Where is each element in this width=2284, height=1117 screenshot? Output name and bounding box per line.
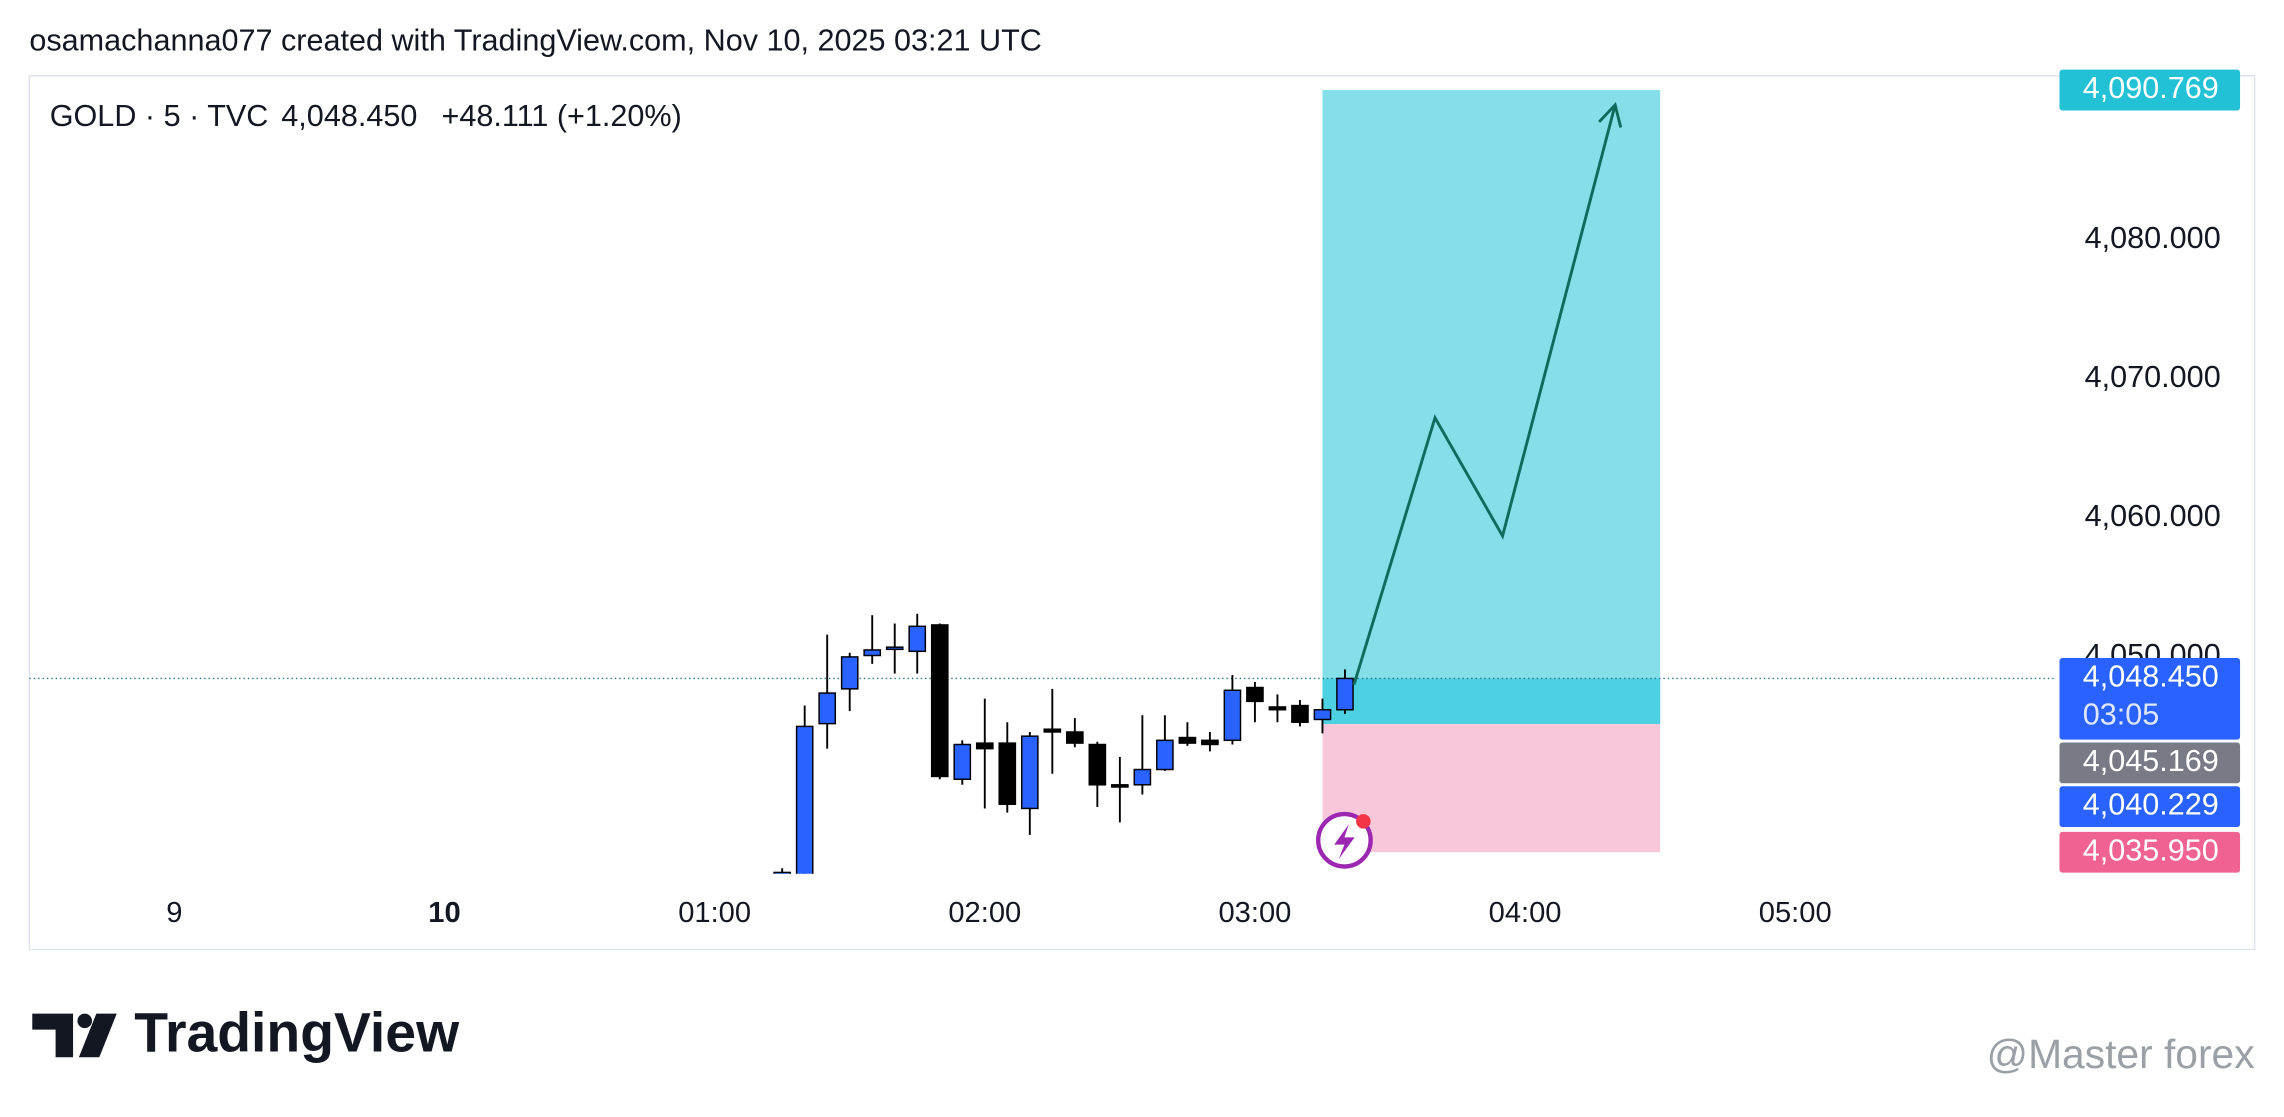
- price-label: 4,035.950: [2083, 833, 2219, 867]
- alert-icon: [1316, 811, 1373, 869]
- price-label: 4,048.450: [2083, 660, 2219, 694]
- candle-body: [1156, 739, 1174, 771]
- y-tick-label: 4,080.000: [2085, 221, 2221, 255]
- x-tick-label: 03:00: [1218, 897, 1291, 929]
- candle-body: [953, 743, 972, 780]
- plot-area: [29, 90, 2054, 874]
- watermark: @Master forex: [1987, 1031, 2255, 1077]
- x-tick-label: 05:00: [1759, 897, 1832, 929]
- legend-symbol: GOLD · 5 · TVC: [50, 99, 269, 133]
- candle-body: [863, 649, 882, 657]
- candle-body: [1291, 704, 1309, 723]
- y-tick-label: 4,070.000: [2085, 360, 2221, 394]
- candle-body: [885, 646, 904, 651]
- candle-body: [1201, 739, 1219, 746]
- open-profit-zone: [1322, 678, 1661, 725]
- arrow-head: [1598, 101, 1623, 128]
- candle-body: [1111, 784, 1129, 788]
- price-label: 4,045.169: [2083, 744, 2219, 778]
- x-tick-label: 04:00: [1489, 897, 1562, 929]
- target-zone: [1322, 90, 1661, 725]
- candle-body: [1336, 677, 1354, 711]
- price-label-box: [2059, 831, 2241, 873]
- price-label: 4,090.769: [2083, 71, 2219, 105]
- candle-body: [908, 625, 927, 653]
- candle-body: [975, 742, 994, 750]
- price-label: 4,040.229: [2083, 788, 2219, 822]
- x-tick-label: 9: [166, 897, 182, 929]
- candle-body: [930, 624, 949, 778]
- chart-frame: [28, 75, 2256, 951]
- price-label-box: [2059, 786, 2241, 827]
- stop-zone: [1322, 724, 1661, 853]
- candle-body: [1178, 736, 1197, 744]
- price-label-box: [2059, 658, 2241, 740]
- x-tick-label: 01:00: [678, 897, 751, 929]
- candle-body: [818, 692, 837, 725]
- candle-body: [840, 656, 859, 690]
- candle-body: [1133, 768, 1152, 786]
- candle-body: [1020, 735, 1039, 810]
- candle-body: [1065, 731, 1084, 744]
- candle-body: [1246, 686, 1264, 703]
- x-tick-label: 10: [428, 897, 460, 929]
- header: osamachanna077 created with TradingView.…: [29, 23, 1042, 57]
- y-tick-label: 4,060.000: [2085, 499, 2221, 533]
- projection-path: [1352, 104, 1617, 686]
- candle-body: [1313, 709, 1332, 721]
- price-label-box: [2059, 69, 2241, 111]
- x-tick-label: 02:00: [948, 897, 1021, 929]
- candle-body: [998, 742, 1017, 806]
- logo-mark: [32, 1013, 117, 1058]
- candle-body: [1043, 728, 1062, 733]
- legend-change: +48.111 (+1.20%): [442, 99, 682, 133]
- logo-text: TradingView: [134, 1002, 460, 1064]
- candle-body: [795, 725, 814, 874]
- candle-body: [1268, 706, 1287, 711]
- candle-body: [1088, 743, 1107, 786]
- legend-last: 4,048.450: [281, 99, 417, 133]
- countdown: 03:05: [2083, 697, 2160, 731]
- candle-body: [773, 871, 792, 874]
- candle-body: [1223, 689, 1242, 742]
- price-label-box: [2059, 742, 2241, 784]
